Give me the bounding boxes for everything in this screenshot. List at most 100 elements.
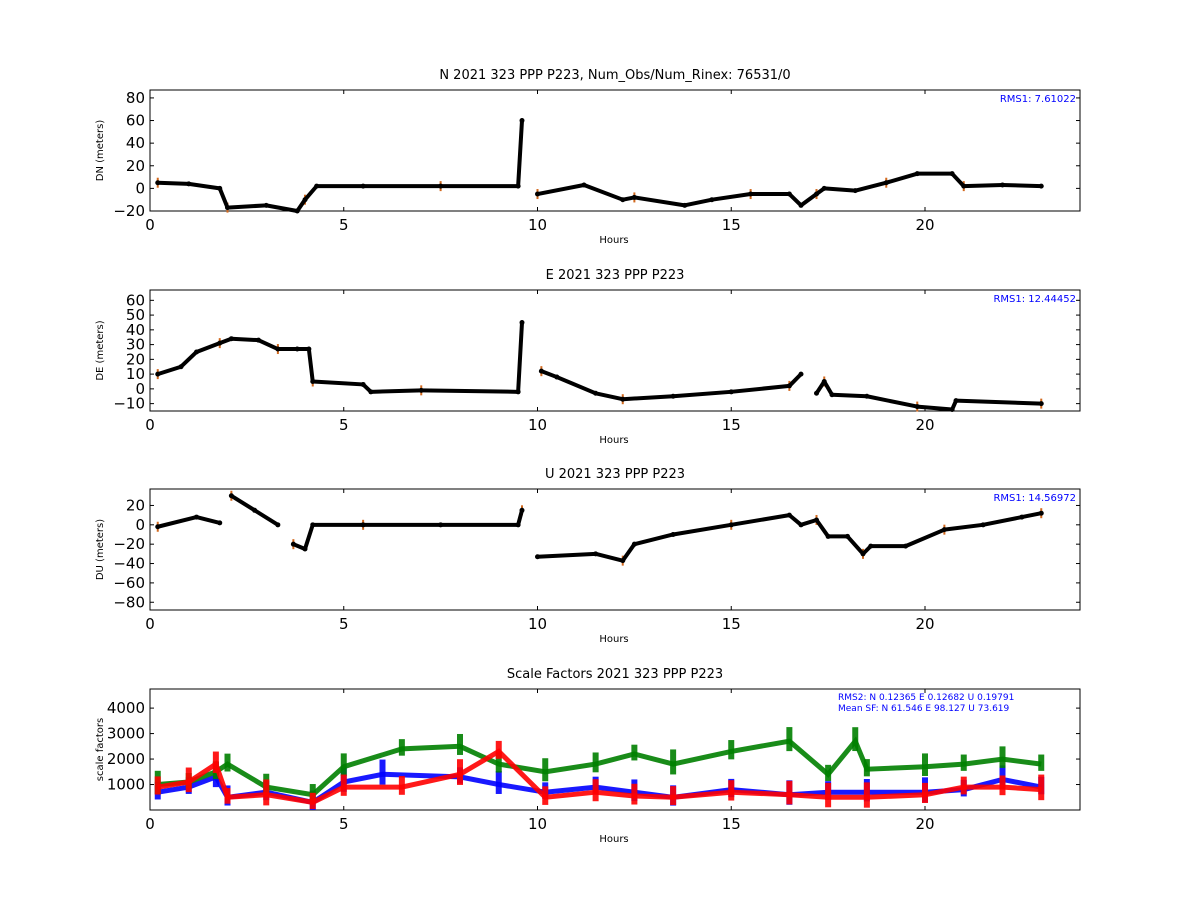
panel-1-data-point	[225, 205, 230, 211]
panel-3-xtick-label: 15	[722, 615, 741, 633]
panel-4-series-u-line	[157, 748, 1042, 805]
panel-2-data-point	[275, 346, 281, 352]
panel-3-data-segment	[194, 515, 222, 525]
panel-4-title: Scale Factors 2021 323 PPP P223	[507, 667, 723, 682]
panel-3-ytick-label: −40	[113, 555, 145, 573]
panel-1-data-point	[748, 191, 754, 197]
panel-1-data-segment	[303, 184, 319, 202]
panel-3-data-point	[670, 531, 676, 537]
panel-2-data-segment	[155, 364, 183, 377]
panel-2-xtick-label: 0	[145, 416, 155, 434]
panel-2-data-segment	[915, 404, 955, 412]
panel-1-data-point	[961, 183, 967, 189]
panel-1-data-point	[883, 180, 889, 186]
panel-1-data-point	[620, 197, 626, 203]
panel-3-data-segment	[535, 551, 598, 559]
panel-1-data-point	[302, 197, 308, 203]
panel-2-data-point	[256, 337, 261, 343]
panel-2-data-point	[798, 371, 804, 377]
panel-1-data-segment	[884, 171, 920, 185]
panel-2-data-point	[194, 349, 199, 355]
panel-1-ytick-label: 60	[126, 112, 145, 130]
panel-3-frame	[149, 488, 1081, 611]
panel-1-data-point	[1038, 183, 1044, 189]
panel-1-data-point	[914, 171, 920, 177]
panel-4-ytick-label: 1000	[107, 776, 145, 794]
panel-2-data-segment	[830, 392, 869, 399]
panel-3-data-segment	[620, 542, 637, 563]
panel-2-data-point	[670, 393, 676, 399]
panel-2-data-point	[306, 346, 312, 352]
panel-2-ytick-label: 40	[126, 321, 145, 339]
panel-1-ytick-label: 80	[126, 89, 145, 107]
panel-2-data-segment	[256, 338, 280, 352]
panel-2-rms-annotation: RMS1: 12.44452	[993, 294, 1076, 305]
panel-2-data-point	[914, 404, 920, 410]
panel-2-data-point	[515, 389, 521, 395]
panel-3-data-point	[228, 493, 234, 499]
panel-2-data-point	[217, 340, 223, 346]
panel-2-data-point	[368, 389, 374, 395]
panel-2-xtick-label: 15	[722, 416, 741, 434]
panel-2-ytick-label: 50	[126, 306, 145, 324]
panel-2-xtick-label: 10	[528, 416, 547, 434]
panel-3-ytick-label: 0	[135, 516, 145, 534]
panel-3-data-point	[302, 546, 308, 552]
panel-1-data-segment	[950, 171, 966, 189]
panel-1-data-point	[786, 191, 792, 197]
panel-2-data-point	[829, 392, 835, 398]
panel-3-data-point	[1038, 510, 1044, 516]
panel-2-ytick-label: −10	[113, 395, 145, 413]
panel-1-data-segment	[186, 181, 222, 191]
panel-3-data-point	[825, 533, 831, 539]
panel-1-xtick-label: 5	[339, 216, 349, 234]
panel-1-data-segment	[516, 118, 524, 189]
panel-3-ylabel: DU (meters)	[95, 519, 106, 580]
panel-4-ytick-label: 3000	[107, 725, 145, 743]
panel-1-data-segment	[822, 186, 858, 193]
panel-1-data-point	[1000, 182, 1005, 188]
panel-1-data-point	[535, 191, 540, 197]
panel-1-data-point	[798, 202, 804, 208]
panel-3-ytick-label: −80	[113, 593, 145, 611]
panel-3-data-segment	[799, 517, 819, 527]
panel-2-data-segment	[179, 349, 199, 369]
panel-1-xtick-label: 20	[915, 216, 934, 234]
panel-3-data-point	[515, 522, 521, 528]
panel-2-data-segment	[368, 388, 424, 394]
panel-1-data-point	[949, 171, 955, 177]
panel-3-data-segment	[252, 508, 280, 527]
panel-2-data-point	[953, 398, 959, 404]
panel-3-xtick-label: 5	[339, 615, 349, 633]
panel-3-data-point	[814, 517, 819, 523]
panel-2-title: E 2021 323 PPP P223	[546, 268, 685, 283]
panel-1-ylabel: DN (meters)	[95, 120, 106, 182]
panel-2-data-point	[178, 364, 184, 370]
panel-2-xlabel: Hours	[599, 435, 628, 446]
panel-3-data-segment	[942, 522, 986, 532]
panel-3-ytick-label: 20	[126, 496, 145, 514]
panel-4-ytick-label: 2000	[107, 750, 145, 768]
panel-2-data-point	[538, 368, 544, 374]
panel-3-data-segment	[729, 513, 792, 527]
panel-2-data-point	[519, 319, 525, 325]
panel-2-data-segment	[864, 394, 920, 409]
panel-1-rms-annotation: RMS1: 7.61022	[1000, 94, 1076, 105]
panel-3-data-point	[252, 507, 258, 513]
panel-2-data-segment	[194, 341, 222, 354]
panel-2-data-point	[786, 383, 792, 389]
panel-3-data-point	[194, 514, 199, 520]
panel-3-xtick-label: 0	[145, 615, 155, 633]
panel-1-data-segment	[1000, 182, 1044, 189]
panel-1-xtick-label: 0	[145, 216, 155, 234]
panel-3-data-segment	[845, 534, 865, 556]
panel-4-ylabel: scale factors	[95, 718, 106, 781]
panel-3-data-segment	[981, 515, 1024, 527]
panel-2-data-point	[310, 378, 316, 384]
panel-2-data-segment	[539, 369, 559, 380]
panel-3-data-segment	[671, 522, 734, 537]
panel-3-data-segment	[155, 515, 199, 529]
panel-4-xtick-label: 15	[722, 815, 741, 833]
panel-2-data-segment	[554, 375, 598, 396]
panel-3-data-segment	[516, 508, 524, 527]
